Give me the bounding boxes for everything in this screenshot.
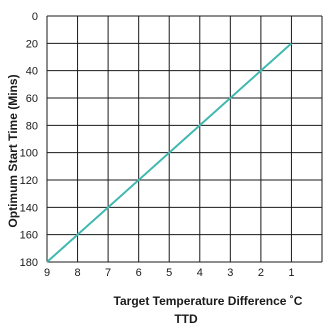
y-tick-label: 40 (26, 66, 38, 78)
y-tick-label: 100 (20, 148, 38, 160)
y-axis-ticks: 0 20 40 60 80 100 120 140 160 180 (20, 11, 38, 269)
y-tick-label: 20 (26, 38, 38, 50)
x-tick-label: 4 (197, 267, 203, 279)
y-tick-label: 80 (26, 120, 38, 132)
x-tick-label: 6 (136, 267, 142, 279)
y-tick-label: 140 (20, 202, 38, 214)
y-tick-label: 160 (20, 230, 38, 242)
series-line (46, 42, 293, 263)
y-tick-label: 0 (32, 11, 38, 23)
y-tick-label: 180 (20, 257, 38, 269)
x-tick-label: 5 (166, 267, 172, 279)
x-axis-subtitle: TTD (174, 312, 198, 326)
x-axis-title: Target Temperature Difference ˚C (114, 294, 303, 308)
y-tick-label: 60 (26, 93, 38, 105)
x-tick-label: 3 (227, 267, 233, 279)
x-axis-ticks: 9 8 7 6 5 4 3 2 1 (44, 267, 295, 279)
y-axis-title: Optimum Start Time (Mins) (6, 74, 20, 227)
chart-series (46, 42, 293, 263)
x-tick-label: 8 (74, 267, 80, 279)
x-tick-label: 9 (44, 267, 50, 279)
x-tick-label: 1 (288, 267, 294, 279)
x-tick-label: 7 (105, 267, 111, 279)
y-tick-label: 120 (20, 175, 38, 187)
chart-grid (46, 15, 323, 263)
x-tick-label: 2 (258, 267, 264, 279)
